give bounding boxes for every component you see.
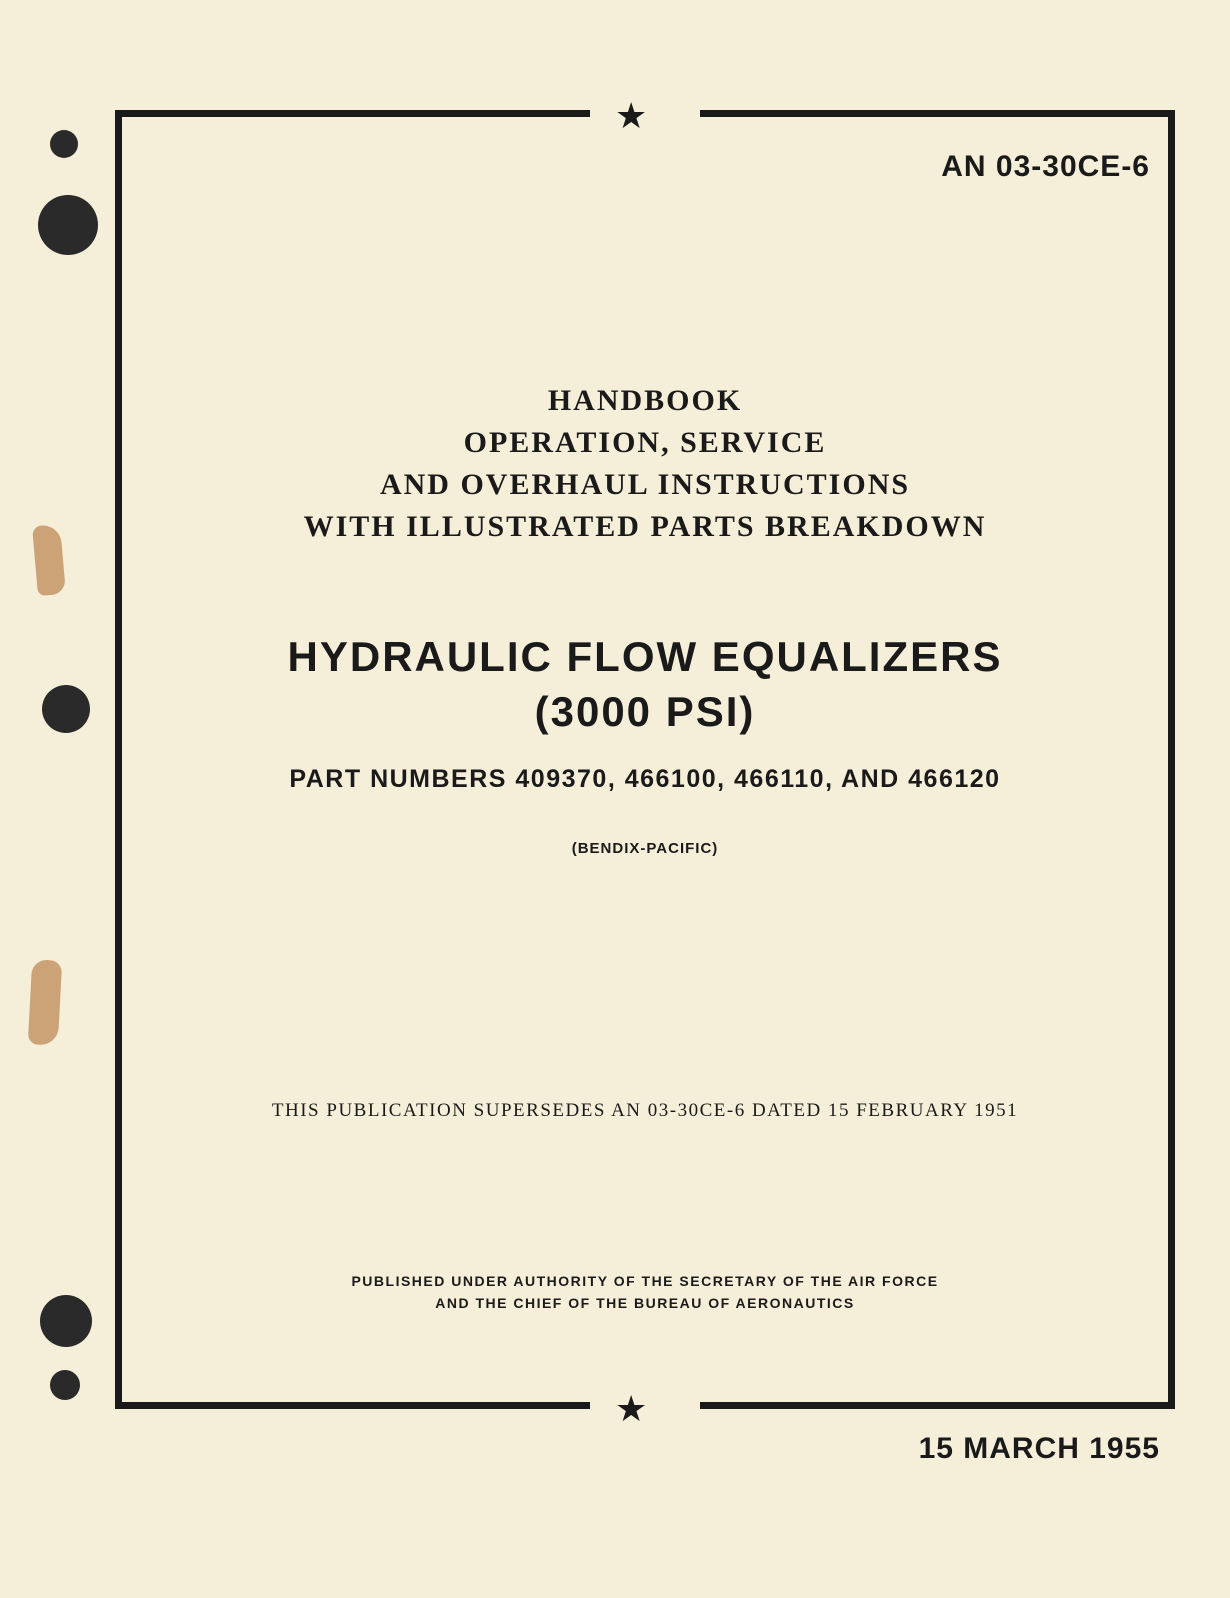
handbook-line: HANDBOOK (115, 380, 1175, 422)
star-icon: ★ (615, 95, 647, 137)
frame-border-bottom (115, 1402, 590, 1409)
part-numbers: PART NUMBERS 409370, 466100, 466110, AND… (115, 765, 1175, 794)
publication-date: 15 MARCH 1955 (919, 1432, 1160, 1466)
handbook-line: WITH ILLUSTRATED PARTS BREAKDOWN (115, 506, 1175, 548)
authority-notice: PUBLISHED UNDER AUTHORITY OF THE SECRETA… (115, 1270, 1175, 1315)
punch-hole (38, 195, 98, 255)
supersedes-notice: THIS PUBLICATION SUPERSEDES AN 03-30CE-6… (115, 1100, 1175, 1122)
punch-hole (50, 130, 78, 158)
handbook-line: OPERATION, SERVICE (115, 422, 1175, 464)
frame-border-bottom (700, 1402, 1175, 1409)
document-number: AN 03-30CE-6 (941, 150, 1150, 184)
frame-border-top (115, 110, 590, 117)
manufacturer: (BENDIX-PACIFIC) (115, 840, 1175, 857)
star-icon: ★ (615, 1388, 647, 1430)
punch-hole (42, 685, 90, 733)
title-line: HYDRAULIC FLOW EQUALIZERS (115, 630, 1175, 685)
authority-line: PUBLISHED UNDER AUTHORITY OF THE SECRETA… (115, 1270, 1175, 1292)
title-line: (3000 PSI) (115, 685, 1175, 740)
scan-artifact (32, 524, 66, 596)
frame-border-top (700, 110, 1175, 117)
document-title: HYDRAULIC FLOW EQUALIZERS (3000 PSI) (115, 630, 1175, 739)
scan-artifact (28, 959, 62, 1045)
page-container: ★ ★ AN 03-30CE-6 HANDBOOK OPERATION, SER… (0, 0, 1230, 1598)
punch-hole (50, 1370, 80, 1400)
frame-border (115, 110, 1175, 1408)
authority-line: AND THE CHIEF OF THE BUREAU OF AERONAUTI… (115, 1292, 1175, 1314)
punch-hole (40, 1295, 92, 1347)
handbook-heading: HANDBOOK OPERATION, SERVICE AND OVERHAUL… (115, 380, 1175, 548)
handbook-line: AND OVERHAUL INSTRUCTIONS (115, 464, 1175, 506)
